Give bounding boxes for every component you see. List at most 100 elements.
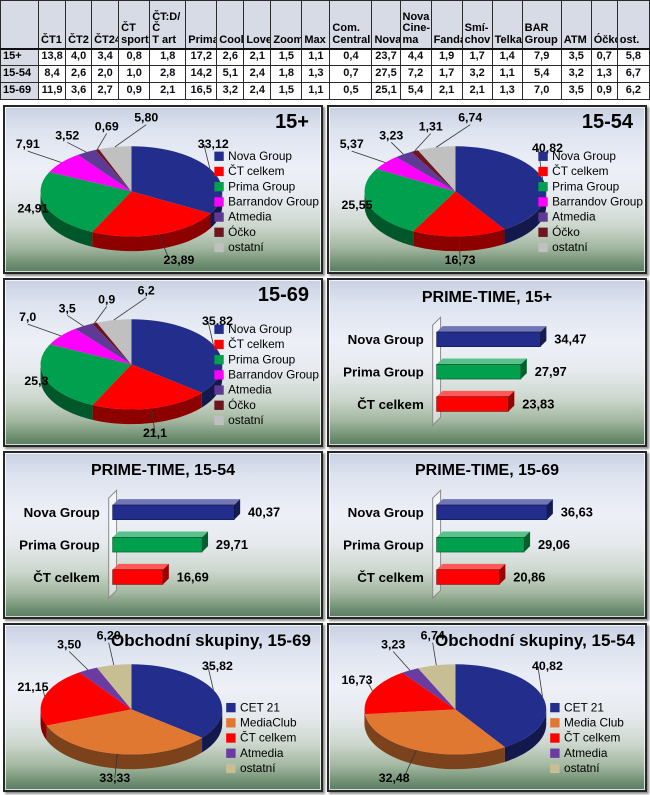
ratings-table: ČT1 ČT2 ČT24 ČT sport ČT:D/Č T art Prima Cool L… (0, 0, 650, 100)
bar (436, 331, 541, 347)
bar (112, 504, 235, 520)
pie-slice-side (364, 191, 414, 246)
column-header: Óčko (590, 0, 618, 50)
label-leader-line (207, 666, 214, 691)
legend-swatch (538, 197, 548, 207)
legend-swatch (214, 369, 224, 380)
panel-bar-primetime-15-54: PRIME-TIME, 15-54 40,37 Nova Group 29,71 Pr… (3, 450, 323, 620)
bar-category-label: Nova Group (348, 505, 424, 520)
pie-slice (77, 149, 132, 192)
legend-swatch (226, 718, 236, 728)
bar-end-face (234, 498, 241, 520)
column-header: Cool (216, 0, 245, 50)
bar-value-label: 20,86 (513, 569, 545, 584)
label-leader-line (366, 679, 373, 692)
column-header: ČT2 (65, 0, 93, 50)
table-cell: 5,4 (521, 65, 562, 83)
table-cell: 0,7 (590, 48, 618, 66)
pie-slice (46, 709, 203, 755)
bar-value-label: 34,47 (554, 332, 586, 347)
legend-label: ČT celkem (552, 164, 609, 178)
table-cell: 2,6 (65, 65, 93, 83)
table-cell: 1,7 (430, 65, 463, 83)
chart-grid: 15+ 33,12 23,89 24,91 7,91 3,52 0,69 5,80 Nova … (0, 102, 650, 795)
chart-title: 15+ (275, 111, 309, 133)
label-leader-line (151, 408, 156, 433)
pie-value-label: 0,69 (95, 120, 119, 134)
table-cell: 3,2 (461, 65, 493, 83)
table-cell: 1,3 (590, 65, 618, 83)
legend-swatch (538, 242, 548, 253)
legend-swatch (214, 182, 224, 192)
column-header: Telka (491, 0, 523, 50)
label-leader-line (390, 142, 404, 155)
legend-swatch (550, 703, 560, 713)
legend-label: Nova Group (228, 322, 292, 336)
legend-swatch (226, 748, 236, 759)
column-header: Love (243, 0, 272, 50)
table-cell: 1,3 (491, 82, 523, 100)
pie-value-label: 16,73 (445, 253, 476, 267)
bar-chart-svg: 40,37 Nova Group 29,71 Prima Group 16,69 ČT c… (19, 488, 280, 599)
pie-value-label: 32,48 (379, 771, 410, 785)
bar-category-label: Nova Group (348, 332, 424, 347)
table-cell: 4,4 (399, 48, 432, 66)
pie-slice (131, 664, 223, 738)
chart-title: PRIME-TIME, 15-69 (414, 461, 560, 479)
legend-label: Barrandov Group (228, 195, 319, 209)
bar-value-label: 36,63 (561, 504, 593, 519)
pie-slice (365, 709, 505, 755)
table-cell: 3,6 (65, 82, 93, 100)
pie-value-label: 6,74 (458, 111, 482, 125)
pie-chart-svg: 40,82 16,73 25,55 5,37 3,23 1,31 6,74 Nova Grou… (340, 111, 644, 267)
table-cell: 0,4 (329, 48, 373, 66)
legend-label: Prima Group (228, 179, 296, 193)
legend-swatch (214, 212, 224, 222)
panel-pie-15-54: 15-54 40,82 16,73 25,55 5,37 3,23 1,31 6,74 Nov… (327, 105, 647, 274)
bar-value-label: 40,37 (248, 504, 280, 519)
legend-swatch (538, 151, 548, 161)
legend-label: ČT celkem (228, 337, 285, 351)
label-leader-line (207, 320, 214, 345)
pie-value-label: 21,15 (18, 680, 49, 694)
pie-slice-side (40, 364, 93, 420)
bar-category-label: Prima Group (343, 537, 424, 552)
pie-slice (455, 664, 547, 748)
bar-end-face (524, 530, 531, 552)
table-cell: 1,1 (301, 82, 331, 100)
bar (436, 568, 500, 585)
table-cell: 2,1 (243, 48, 272, 66)
table-cell: 5,8 (616, 48, 650, 66)
legend-label: Atmedia (228, 210, 272, 224)
legend-swatch (538, 166, 548, 177)
legend-label: Óčko (228, 225, 256, 239)
pie-slice (95, 149, 132, 192)
legend-label: Atmedia (552, 210, 596, 224)
pie-slice (131, 146, 223, 214)
table-cell: 3,2 (216, 82, 245, 100)
legend-swatch (214, 227, 224, 237)
legend-label: Óčko (228, 398, 256, 412)
pie-value-label: 6,2 (138, 283, 155, 297)
table-row: 15+ 13,8 4,0 3,4 0,8 1,8 17,2 2,6 2,1 1,5 1,1 0,4 23… (0, 48, 650, 66)
bar-top-face (112, 498, 241, 505)
bar-top-face (436, 358, 527, 365)
legend-swatch (538, 212, 548, 222)
table-cell: 1,7 (461, 48, 493, 66)
bar-category-label: ČT celkem (357, 397, 424, 412)
pie-slice (49, 154, 132, 192)
table-cell: 3,2 (560, 65, 592, 83)
bar-top-face (436, 498, 553, 505)
pie-slice-side (40, 709, 47, 741)
panel-pie-obchodni-15-69: Obchodní skupiny, 15-69 35,82 33,33 21,15 3… (3, 623, 323, 792)
bar-value-label: 27,97 (535, 364, 567, 379)
table-cell: 7,0 (521, 82, 562, 100)
pie-value-label: 1,31 (419, 120, 443, 134)
table-cell: 23,7 (371, 48, 401, 66)
bar (436, 504, 548, 520)
chart-title: Obchodní skupiny, 15-54 (435, 631, 635, 651)
label-leader-line (366, 203, 369, 206)
row-label: 15+ (0, 48, 40, 66)
label-leader-line (67, 141, 87, 153)
column-header: ČT1 (38, 0, 67, 50)
